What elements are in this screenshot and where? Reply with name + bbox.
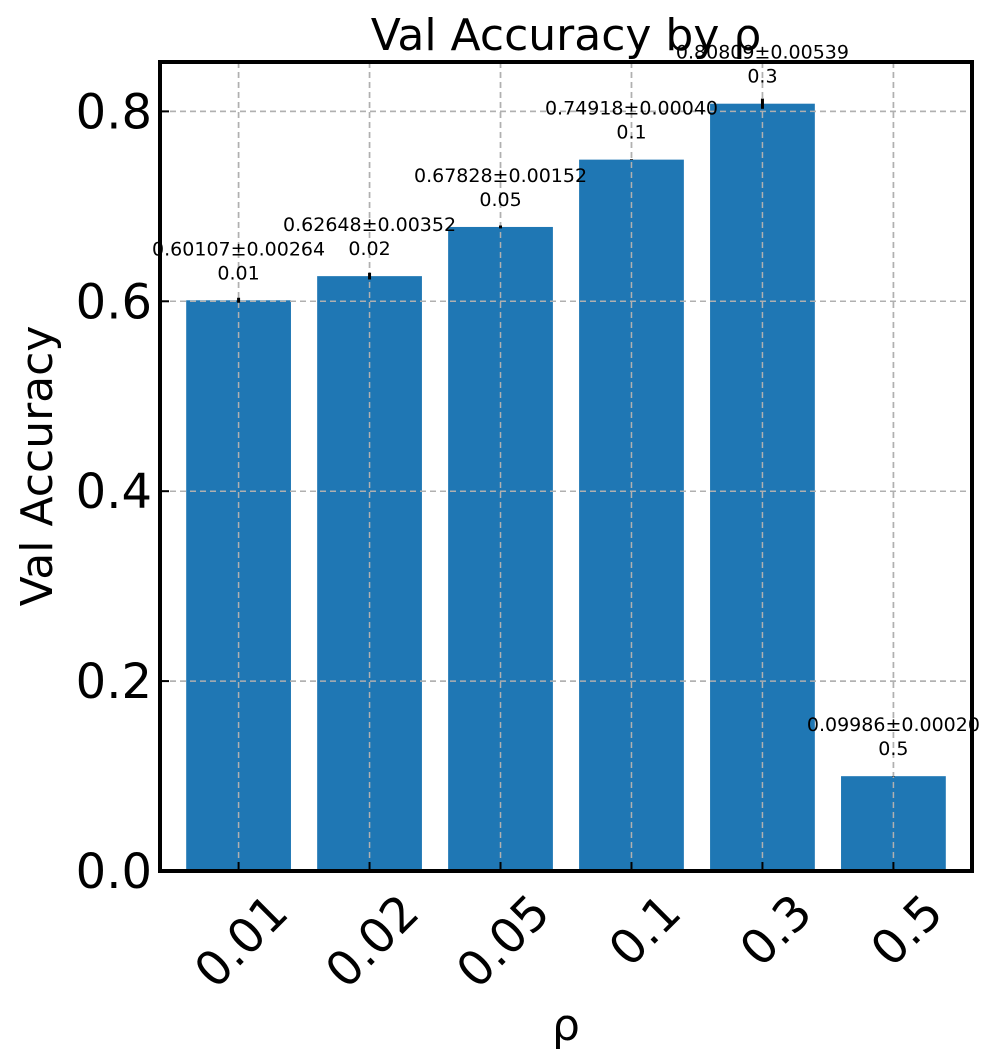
bar-value-label: 0.60107±0.00264	[152, 238, 325, 260]
y-tick-label: 0.8	[76, 84, 152, 140]
y-tick-label: 0.6	[76, 274, 152, 330]
x-tick-label: 0.02	[315, 884, 430, 999]
x-tick-label: 0.01	[184, 884, 299, 999]
bar-value-label: 0.80809±0.00539	[676, 42, 849, 64]
x-tick-label: 0.05	[446, 884, 561, 999]
bar-value-label: 0.62648±0.00352	[283, 214, 456, 236]
x-tick-label: 0.5	[860, 884, 954, 978]
bar-category-label: 0.05	[479, 189, 521, 211]
bar-value-label: 0.67828±0.00152	[414, 165, 587, 187]
x-axis-label: ρ	[552, 1000, 580, 1051]
bar-category-label: 0.1	[616, 122, 646, 144]
bars	[160, 62, 972, 872]
bar-value-label: 0.09986±0.00020	[807, 714, 980, 736]
y-tick-label: 0.0	[76, 844, 152, 900]
y-tick-label: 0.4	[76, 464, 152, 520]
bar-category-label: 0.02	[348, 238, 390, 260]
y-axis-label: Val Accuracy	[12, 326, 63, 607]
x-tick-label: 0.3	[729, 884, 823, 978]
bar-category-label: 0.5	[878, 738, 908, 760]
x-tick-label: 0.1	[598, 884, 692, 978]
bar-category-label: 0.3	[747, 66, 777, 88]
bar-value-label: 0.74918±0.00040	[545, 98, 718, 120]
y-tick-label: 0.2	[76, 654, 152, 710]
plot-frame	[158, 60, 974, 873]
chart-title: Val Accuracy by ρ	[371, 10, 762, 61]
bar-category-label: 0.01	[217, 262, 259, 284]
